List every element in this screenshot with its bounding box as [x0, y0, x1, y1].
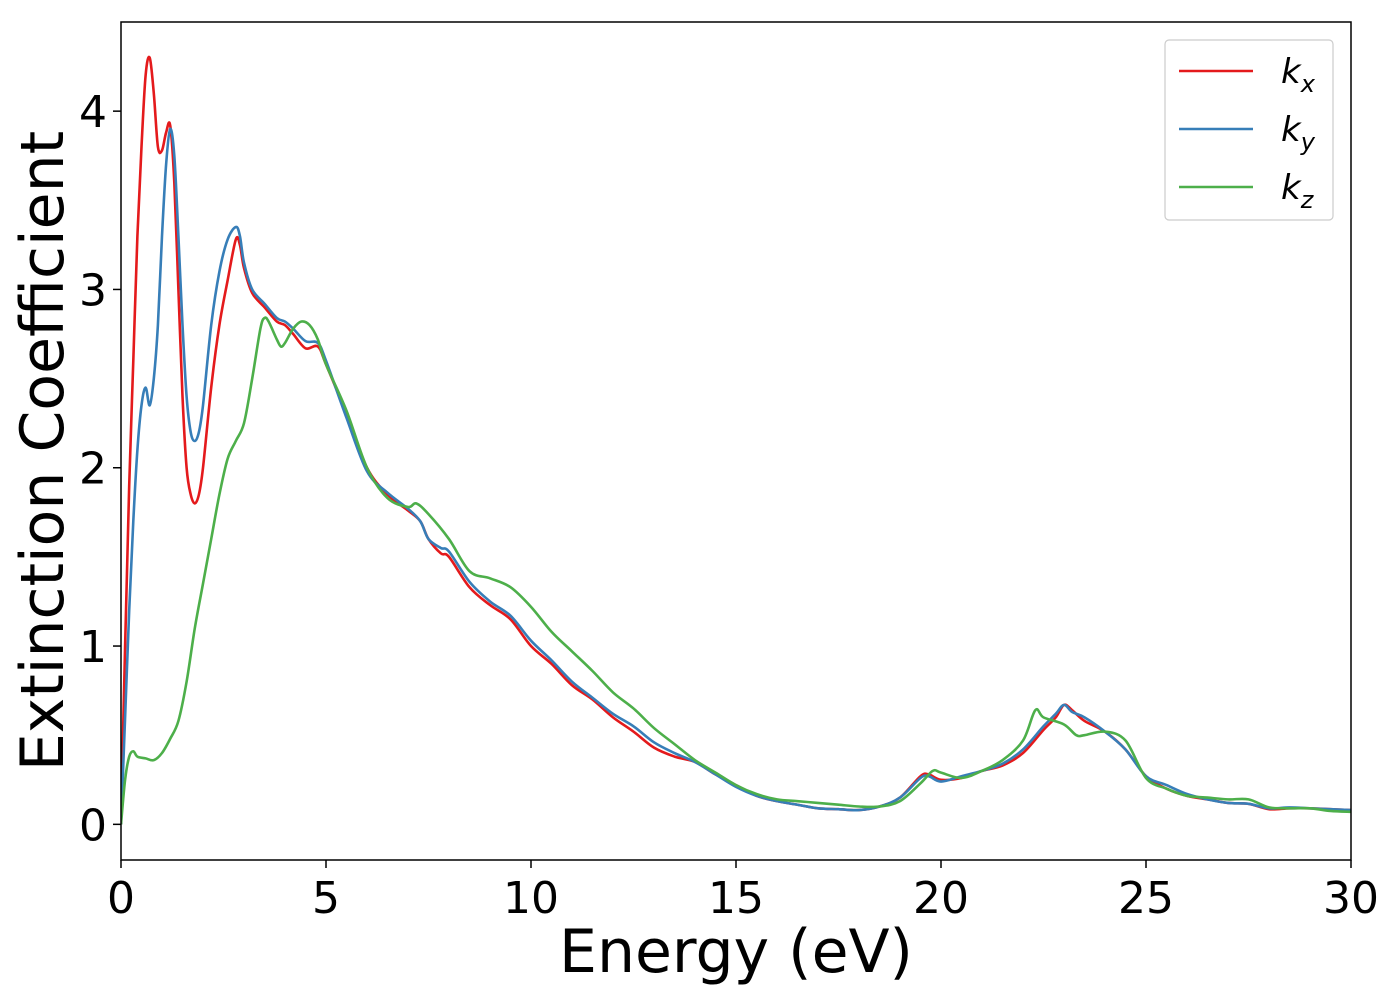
- x-tick-label: 0: [107, 873, 135, 924]
- x-axis-label: Energy (eV): [559, 917, 913, 987]
- y-tick-label: 4: [79, 87, 107, 138]
- y-axis-label: Extinction Coefficient: [8, 131, 78, 771]
- x-tick-label: 5: [312, 873, 340, 924]
- legend-label-x: kx: [1281, 52, 1316, 98]
- x-tick-label: 10: [503, 873, 559, 924]
- series-line-z: [121, 316, 1351, 825]
- y-tick-label: 2: [79, 444, 107, 495]
- x-axis: 0 5 10 15 20 25 30: [107, 860, 1379, 924]
- x-tick-label: 25: [1118, 873, 1174, 924]
- series-line-y: [121, 127, 1351, 825]
- y-tick-label: 0: [79, 800, 107, 851]
- legend: kx ky kz: [1164, 39, 1334, 221]
- y-tick-label: 1: [79, 622, 107, 673]
- legend-label-y: ky: [1281, 110, 1316, 156]
- x-tick-label: 30: [1323, 873, 1379, 924]
- legend-label-z: kz: [1281, 168, 1315, 214]
- x-tick-label: 20: [913, 873, 969, 924]
- x-tick-label: 15: [708, 873, 764, 924]
- y-tick-label: 3: [79, 265, 107, 316]
- y-axis: 0 1 2 3 4: [79, 87, 121, 851]
- series-layer: [121, 55, 1351, 825]
